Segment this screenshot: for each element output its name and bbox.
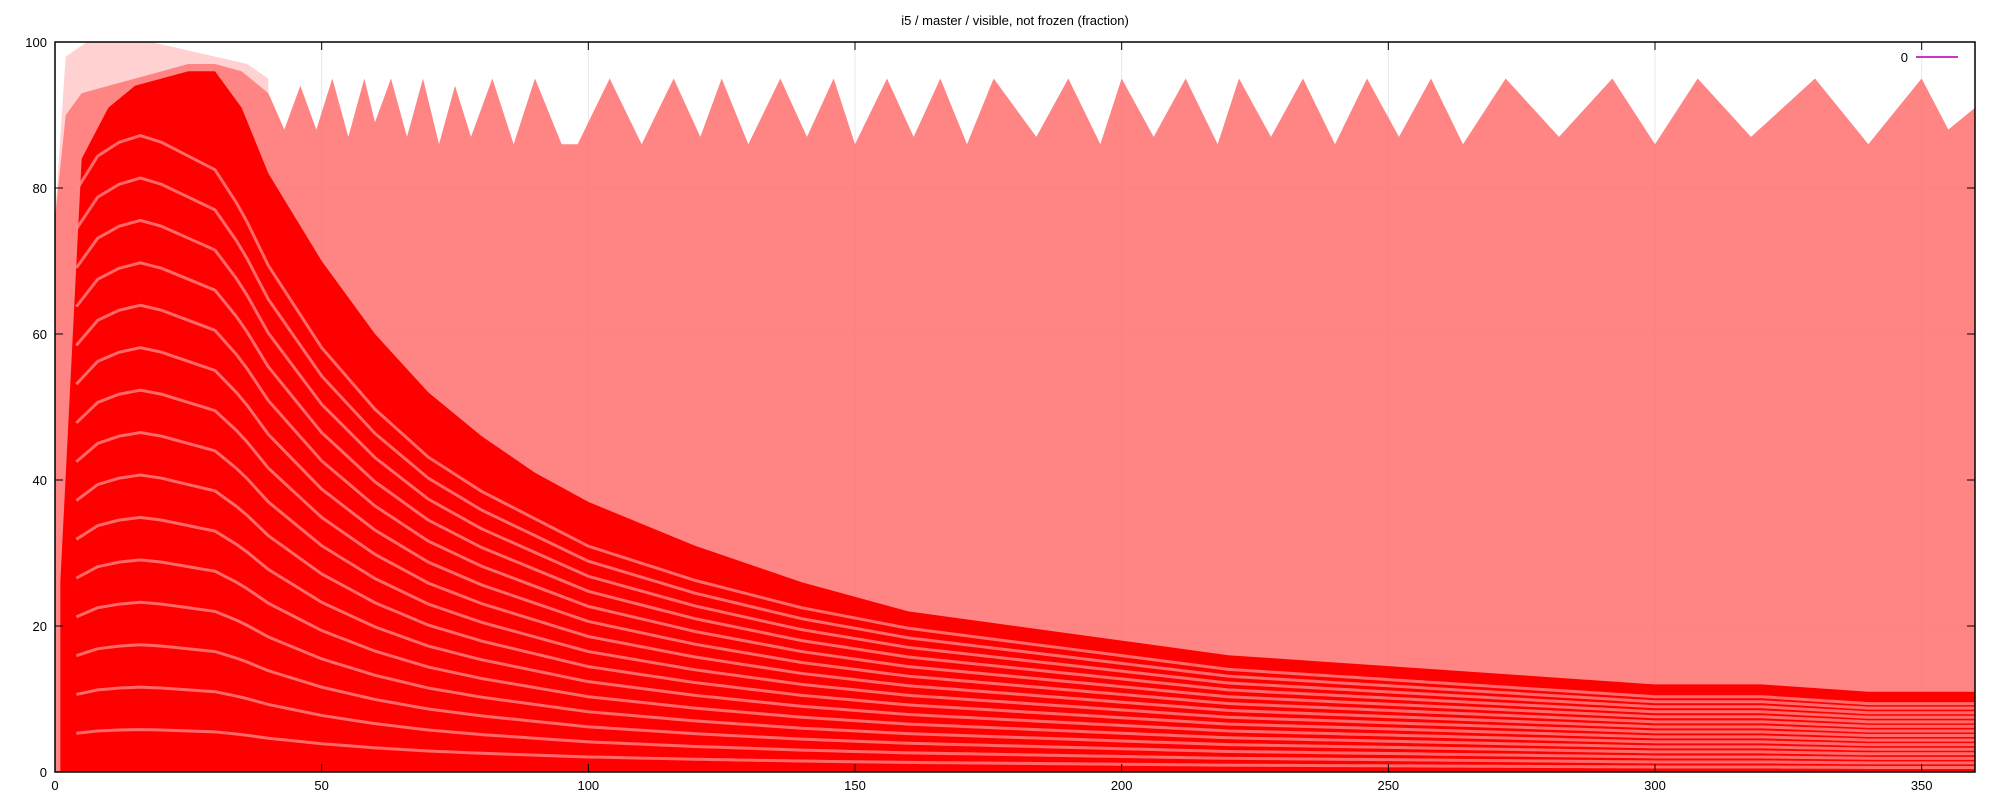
x-tick-label: 150	[844, 778, 866, 793]
heatmap-band-gap	[75, 303, 1975, 724]
heatmap-band-gap	[75, 218, 1975, 715]
y-tick-label: 40	[33, 473, 47, 488]
heatmap-band-gap	[75, 558, 1975, 751]
legend-label: 0	[1901, 50, 1908, 65]
heatmap-band-gap	[75, 473, 1975, 742]
axes: 0 50 100 150 200 250 300 350 0 20 40 60 80 100	[25, 35, 1976, 793]
x-tick-label: 0	[51, 778, 58, 793]
y-tick-label: 60	[33, 327, 47, 342]
plot-frame	[54, 41, 1976, 773]
heatmap-band-gap	[75, 643, 1975, 760]
heatmap-sparse-region	[55, 42, 269, 218]
chart-title: i5 / master / visible, not frozen (fract…	[901, 13, 1129, 28]
x-tick-label: 350	[1911, 778, 1933, 793]
heatmap-band-gap	[75, 261, 1975, 719]
y-tick-label: 20	[33, 619, 47, 634]
heatmap-band-gap	[75, 346, 1975, 728]
heatmap-band-gap	[75, 600, 1975, 756]
heatmap-dense-region	[60, 71, 1975, 772]
legend: 0	[1901, 50, 1958, 65]
heatmap-band-gap	[76, 685, 1975, 765]
x-tick-label: 300	[1644, 778, 1666, 793]
heatmap-band-gap	[75, 133, 1975, 706]
heatmap-band-gap	[75, 515, 1975, 747]
x-tick-label: 200	[1111, 778, 1133, 793]
heatmap-band-gap	[75, 176, 1975, 710]
x-tick-label: 50	[314, 778, 328, 793]
x-tick-label: 250	[1377, 778, 1399, 793]
data-layer	[55, 42, 1975, 772]
x-tick-label: 100	[577, 778, 599, 793]
y-tick-label: 0	[40, 765, 47, 780]
y-tick-label: 100	[25, 35, 47, 50]
heatmap-band-gap	[76, 728, 1975, 769]
heatmap-band-gap	[75, 431, 1975, 737]
heatmap-band-gap	[75, 388, 1975, 733]
y-tick-label: 80	[33, 181, 47, 196]
